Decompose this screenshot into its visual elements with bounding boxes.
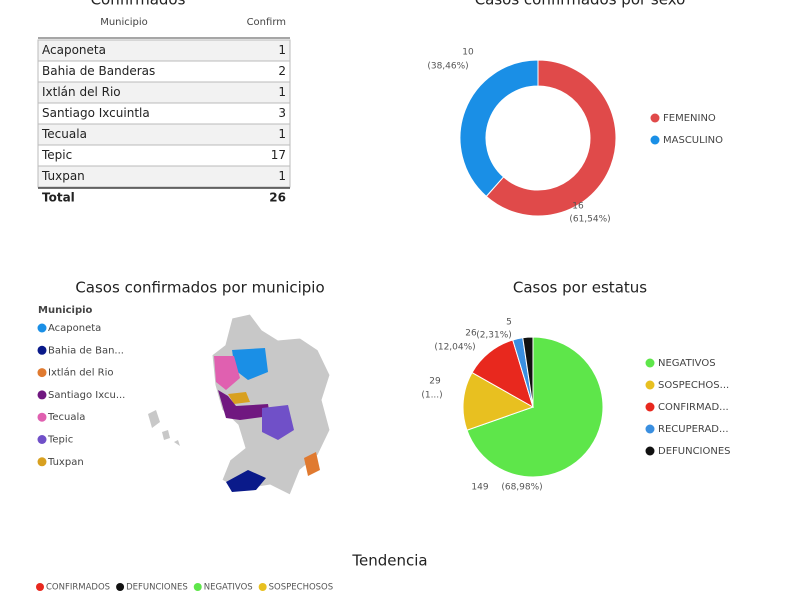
trend-title: Tendencia bbox=[351, 552, 427, 570]
table-cell: 17 bbox=[271, 148, 286, 162]
table-cell: 1 bbox=[278, 85, 286, 99]
legend-label: DEFUNCIONES bbox=[126, 583, 188, 593]
legend-swatch bbox=[116, 583, 125, 591]
legend-swatch bbox=[193, 583, 202, 591]
legend-label: CONFIRMAD... bbox=[658, 402, 729, 413]
legend-swatch bbox=[645, 446, 655, 456]
value-label: 29 bbox=[429, 377, 441, 387]
legend-swatch bbox=[645, 358, 655, 368]
legend-label: Santiago Ixcu... bbox=[48, 390, 125, 401]
pie-title: Casos por estatus bbox=[513, 279, 647, 297]
table-total: Total bbox=[42, 191, 75, 205]
percent-label: (12,04%) bbox=[434, 343, 475, 353]
legend-swatch bbox=[37, 368, 47, 378]
table-row bbox=[37, 165, 291, 188]
table-cell: 2 bbox=[278, 64, 286, 78]
legend-label: NEGATIVOS bbox=[658, 358, 716, 369]
legend-label: Tuxpan bbox=[47, 457, 84, 468]
table-cell: Ixtlán del Rio bbox=[42, 85, 121, 99]
legend-swatch bbox=[650, 113, 660, 123]
region-tecuala bbox=[214, 356, 240, 390]
table-title: Confirmados bbox=[91, 0, 186, 9]
table-cell: 1 bbox=[278, 169, 286, 183]
legend-swatch bbox=[645, 424, 655, 434]
region-santiago bbox=[218, 390, 270, 420]
donut-title: Casos confirmados por sexo bbox=[475, 0, 686, 9]
legend-label: SOSPECHOS... bbox=[658, 380, 729, 391]
legend-label: Ixtlán del Rio bbox=[48, 367, 114, 379]
table-cell: Santiago Ixcuintla bbox=[42, 106, 150, 120]
legend-label: Tepic bbox=[47, 435, 73, 446]
legend-label: Bahia de Ban... bbox=[48, 345, 124, 356]
percent-label: (61,54%) bbox=[569, 215, 610, 225]
table-cell: 3 bbox=[278, 106, 286, 120]
legend-label: NEGATIVOS bbox=[204, 583, 253, 593]
region-tuxpan bbox=[228, 392, 250, 404]
legend-label: SOSPECHOSOS bbox=[269, 583, 333, 593]
map bbox=[148, 313, 331, 496]
slice bbox=[466, 336, 604, 478]
percent-label: (2,31%) bbox=[476, 331, 512, 341]
slice bbox=[485, 59, 617, 217]
region-tepic bbox=[262, 405, 294, 440]
legend-swatch bbox=[258, 583, 267, 591]
table-cell: 1 bbox=[278, 43, 286, 57]
legend-label: FEMENINO bbox=[663, 113, 716, 124]
table-row bbox=[37, 144, 291, 167]
table-cell: Tepic bbox=[41, 148, 72, 162]
value-label: 16 bbox=[572, 202, 584, 212]
value-label: 10 bbox=[462, 48, 474, 58]
value-label: 5 bbox=[506, 318, 512, 328]
table-cell: Acaponeta bbox=[42, 43, 106, 57]
table-header: Municipio bbox=[100, 17, 148, 28]
percent-label: (68,98%) bbox=[501, 483, 542, 493]
percent-label: (38,46%) bbox=[427, 62, 468, 72]
percent-label: (1...) bbox=[421, 391, 442, 401]
legend-label: CONFIRMADOS bbox=[46, 583, 110, 593]
slice bbox=[459, 59, 539, 198]
legend-swatch bbox=[37, 457, 47, 467]
legend-label: DEFUNCIONES bbox=[658, 446, 731, 457]
value-label: 149 bbox=[471, 483, 488, 493]
region-acaponeta bbox=[232, 348, 268, 380]
legend-swatch bbox=[37, 323, 47, 333]
legend-swatch bbox=[37, 435, 47, 444]
legend-label: Tecuala bbox=[47, 412, 85, 423]
map-islands bbox=[148, 410, 180, 446]
legend-label: RECUPERAD... bbox=[658, 424, 729, 435]
table-cell: Tecuala bbox=[41, 127, 87, 141]
legend-label: Acaponeta bbox=[48, 323, 101, 334]
slice bbox=[522, 336, 534, 408]
region-ixtlan bbox=[304, 452, 320, 476]
slice bbox=[462, 371, 535, 431]
legend-label: MASCULINO bbox=[663, 135, 723, 146]
table-header: Confirm bbox=[247, 17, 286, 28]
table-cell: Tuxpan bbox=[41, 169, 85, 183]
legend-swatch bbox=[645, 380, 655, 390]
table-cell: 1 bbox=[278, 127, 286, 141]
region-bahia bbox=[226, 470, 266, 492]
legend-swatch bbox=[37, 412, 47, 422]
map-legend-title: Municipio bbox=[38, 305, 93, 316]
legend-swatch bbox=[37, 345, 47, 355]
legend-swatch bbox=[645, 402, 655, 412]
table-total: 26 bbox=[269, 191, 286, 205]
table-cell: Bahia de Banderas bbox=[42, 64, 155, 78]
map-title: Casos confirmados por municipio bbox=[75, 279, 324, 297]
legend-swatch bbox=[37, 390, 47, 400]
legend-swatch bbox=[36, 583, 44, 591]
value-label: 26 bbox=[465, 329, 477, 339]
legend-swatch bbox=[650, 135, 660, 145]
